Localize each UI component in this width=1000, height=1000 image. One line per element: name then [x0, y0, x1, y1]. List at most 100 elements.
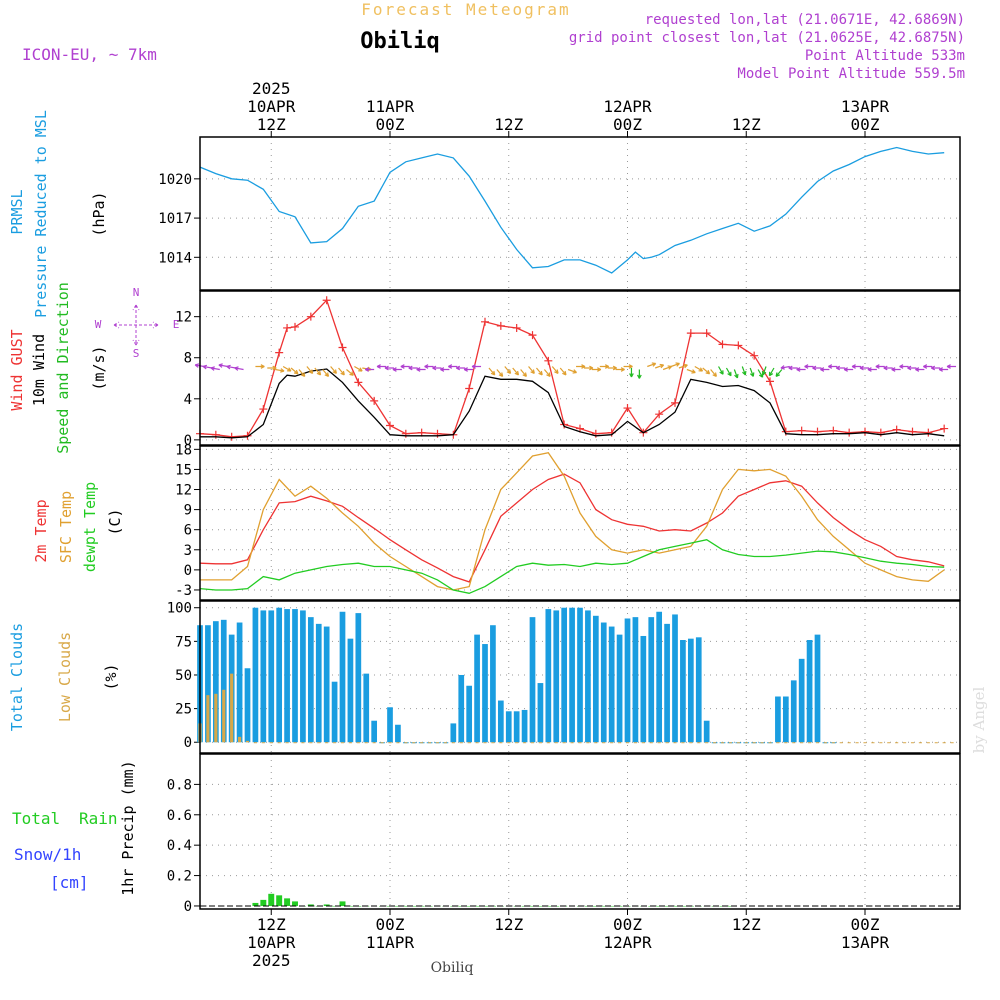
total-cloud-bar [505, 711, 512, 743]
low-cloud-bar [800, 742, 804, 744]
low-cloud-bar [744, 742, 748, 744]
wind-direction-arrow [210, 366, 220, 371]
top-time-label: 11APR [366, 97, 415, 116]
low-cloud-bar [879, 742, 883, 744]
wind-direction-arrow [694, 365, 704, 372]
low-cloud-bar [348, 742, 352, 744]
pressure-unit: (hPa) [90, 191, 108, 236]
wind-direction-arrow [226, 364, 236, 370]
total-cloud-bar [806, 640, 813, 743]
low-cloud-bar [491, 742, 495, 744]
total-cloud-bar [561, 607, 568, 743]
total-cloud-bar [600, 622, 607, 743]
wind-direction-arrow [218, 363, 228, 368]
wind-direction-arrow [662, 365, 673, 371]
low-cloud-bar [578, 742, 582, 744]
wind-direction-arrow [749, 367, 755, 377]
gust-marker [940, 424, 949, 433]
total-cloud-bar [220, 619, 227, 743]
low-cloud-bar [855, 742, 859, 744]
total-cloud-bar [616, 634, 623, 743]
total-cloud-bar [775, 696, 781, 743]
total-cloud-bar [212, 621, 219, 743]
temperature-ytick-label: 6 [184, 523, 192, 539]
low-cloud-bar [301, 742, 305, 744]
wind-direction-arrow [591, 367, 602, 372]
forecast-title: Forecast Meteogram [361, 0, 570, 19]
low-cloud-bar [230, 673, 234, 743]
low-cloud-bar [649, 742, 653, 744]
wind-direction-arrow [234, 366, 244, 371]
wind-direction-arrow [255, 364, 265, 369]
total-cloud-bar [577, 607, 583, 743]
compass-icon [113, 304, 159, 346]
wind-ytick-label: 0 [184, 433, 192, 449]
total-cloud-bar [300, 610, 306, 743]
low-cloud-bar [839, 742, 843, 744]
wind-direction-arrow [725, 367, 732, 377]
gust-marker [291, 322, 299, 331]
wind-direction-arrow [543, 369, 551, 377]
wind-direction-arrow [835, 365, 846, 371]
total-cloud-bar [371, 720, 378, 743]
total-cloud-bar [244, 668, 251, 743]
total-cloud-bar [284, 609, 290, 743]
low-cloud-bar [633, 742, 637, 744]
wind-direction-arrow [202, 364, 212, 370]
wind-direction-arrow [408, 365, 418, 371]
low-cloud-bar [934, 742, 938, 744]
wind-direction-arrow [512, 367, 520, 376]
gust-marker [481, 317, 489, 326]
low-cloud-bar [808, 742, 812, 744]
snow-label: Snow/1h [14, 845, 81, 864]
location-title: Obiliq [360, 29, 439, 54]
low-cloud-bar [673, 742, 677, 744]
rain-bar [537, 905, 544, 907]
rain-bar [600, 905, 607, 907]
low-cloud-bar [768, 742, 772, 744]
gust-marker [354, 378, 363, 387]
temperature-series-sfc-temp [200, 451, 945, 591]
total-cloud-bar [252, 607, 259, 743]
low-cloud-bar [380, 742, 384, 744]
gust-marker [322, 296, 331, 305]
wind-direction-arrow [298, 369, 306, 377]
low-cloud-bar [910, 742, 915, 744]
dewpoint-label: dewpt Temp [81, 482, 99, 572]
low-cloud-bar [277, 742, 281, 744]
low-cloud-bar [625, 742, 630, 744]
top-time-label: 12Z [732, 115, 761, 134]
rain-bar [466, 905, 473, 907]
total-label: Total [12, 809, 60, 828]
total-cloud-bar [656, 611, 663, 743]
clouds-ytick-label: 0 [184, 735, 192, 751]
wind-direction-arrow [670, 362, 680, 368]
total-cloud-bar [323, 626, 330, 743]
wind-direction-arrow [686, 368, 696, 374]
wind-direction-arrow [710, 369, 717, 377]
low-cloud-bar [815, 742, 820, 744]
wind-direction-arrow [804, 364, 814, 369]
low-cloud-bar [333, 742, 337, 744]
wind-panel: 0 4 8 12 N W E S [95, 286, 961, 449]
low-cloud-bar [863, 742, 867, 744]
gust-marker [623, 404, 632, 413]
wind-direction-arrow [567, 368, 578, 374]
precip-frame [199, 753, 961, 910]
clouds-ytick-label: 75 [175, 634, 192, 650]
total-cloud-bar [529, 617, 536, 743]
wind-direction-arrow [647, 362, 657, 368]
bottom-time-label: 13APR [841, 933, 890, 952]
wind-direction-arrow [655, 363, 665, 369]
bottom-time-label: 12Z [494, 915, 523, 934]
low-cloud-bar [364, 742, 368, 744]
gust-marker [465, 384, 474, 393]
gust-marker [591, 429, 600, 438]
low-cloud-bar [459, 742, 463, 744]
low-cloud-bar [831, 742, 835, 744]
low-cloud-bar [483, 742, 487, 744]
sfc-temp-label: SFC Temp [57, 491, 75, 563]
rain-bar [529, 905, 536, 907]
wind-direction-arrow [306, 366, 314, 374]
temperature-series-dewpt-temp [199, 539, 945, 594]
